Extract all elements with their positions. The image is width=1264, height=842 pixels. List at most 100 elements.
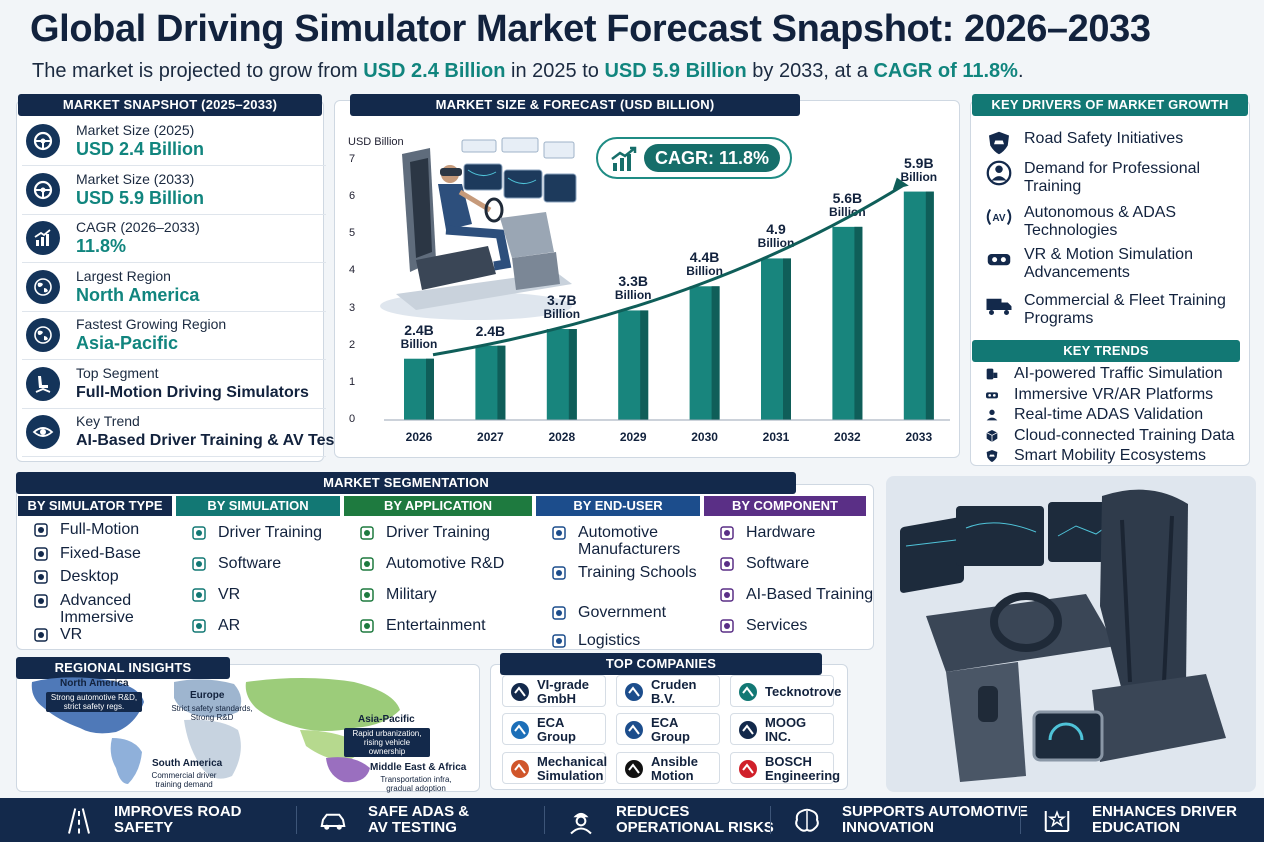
market-snapshot-header: MARKET SNAPSHOT (2025–2033) bbox=[18, 94, 322, 116]
data-label: 5.6B Billion bbox=[812, 191, 882, 219]
company-card: Mechanical Simulation bbox=[502, 752, 607, 784]
footer-benefit-line2: OPERATIONAL RISKS bbox=[616, 819, 774, 836]
data-label-unit: Billion bbox=[900, 169, 938, 184]
seg-dot-icon bbox=[360, 619, 374, 633]
company-name: Ansible Motion bbox=[651, 754, 698, 783]
seg-dot-icon bbox=[192, 557, 206, 571]
seg-dot-icon bbox=[34, 627, 48, 642]
snapshot-label: CAGR (2026–2033) bbox=[76, 219, 200, 235]
snapshot-icon-badge bbox=[26, 318, 60, 352]
company-card: Cruden B.V. bbox=[616, 675, 720, 707]
truck-icon bbox=[986, 298, 1012, 315]
region-note: Transportation infra, gradual adoption bbox=[380, 775, 452, 793]
svg-text:AV: AV bbox=[992, 213, 1005, 224]
segment-item: Automotive R&D bbox=[358, 555, 530, 573]
data-label-unit: Billion bbox=[543, 307, 581, 321]
segment-item-label: Services bbox=[746, 617, 808, 634]
data-label-unit: Billion bbox=[829, 204, 866, 219]
segment-item-label: Training Schools bbox=[578, 564, 697, 581]
segment-item: Full-Motion bbox=[32, 521, 170, 539]
growth-trend-arrow bbox=[432, 184, 904, 357]
region-name: Europe bbox=[190, 690, 225, 701]
region-note: Rapid urbanization, rising vehicle owner… bbox=[344, 728, 430, 757]
vr-icon bbox=[986, 391, 998, 398]
company-logo-icon bbox=[739, 721, 757, 739]
x-tick-label: 2031 bbox=[762, 430, 790, 444]
trend-item: Immersive VR/AR Platforms bbox=[980, 386, 1240, 404]
company-name: Tecknotrove bbox=[765, 684, 842, 699]
drivers-header: KEY DRIVERS OF MARKET GROWTH bbox=[972, 94, 1248, 116]
trend-item: AI-powered Traffic Simulation bbox=[980, 365, 1240, 383]
steering-wheel-icon bbox=[33, 131, 53, 151]
seg-dot-icon bbox=[360, 557, 374, 571]
company-card: Ansible Motion bbox=[616, 752, 720, 784]
footer-benefit-item: IMPROVES ROAD SAFETY bbox=[64, 804, 264, 838]
segment-item: Driver Training bbox=[190, 524, 338, 542]
footer-benefit-line1: SAFE ADAS & bbox=[368, 803, 470, 820]
company-logo-icon bbox=[511, 721, 529, 739]
cagr-value: CAGR: 11.8% bbox=[644, 144, 780, 172]
data-label: 4.4B Billion bbox=[670, 250, 740, 278]
snapshot-icon-badge bbox=[26, 366, 60, 401]
cagr-badge: CAGR: 11.8% bbox=[596, 137, 792, 179]
traffic-icon bbox=[986, 368, 998, 380]
bar-shade bbox=[426, 358, 434, 420]
bar-shade bbox=[497, 345, 506, 420]
segment-item-label: Software bbox=[746, 555, 810, 572]
growth-trend-arrowhead bbox=[892, 177, 909, 190]
growth-arrow-icon bbox=[611, 146, 637, 171]
footer-benefit-line2: AV TESTING bbox=[368, 819, 457, 836]
steering-wheel-icon bbox=[33, 180, 53, 199]
segment-item: Hardware bbox=[718, 524, 864, 542]
cube-icon bbox=[986, 429, 998, 442]
trend-label: Cloud-connected Training Data bbox=[1014, 426, 1235, 444]
bar-group bbox=[404, 358, 434, 420]
company-name: BOSCH Engineering bbox=[765, 754, 841, 783]
seg-dot-icon bbox=[34, 546, 48, 561]
segment-column-header: BY COMPONENT bbox=[704, 496, 866, 516]
market-snapshot-panel bbox=[16, 100, 324, 462]
segment-item: Desktop bbox=[32, 568, 170, 586]
vr-headset-icon bbox=[987, 254, 1011, 266]
data-label-value: 4.4B bbox=[689, 249, 720, 266]
snapshot-item: CAGR (2026–2033) 11.8% bbox=[22, 215, 326, 263]
company-card: MOOG INC. bbox=[730, 713, 834, 745]
segment-item-label: VR bbox=[60, 625, 83, 643]
globe-icon bbox=[34, 277, 52, 296]
driver-label: Demand for Professional Training bbox=[1024, 160, 1201, 195]
company-logo-icon bbox=[625, 721, 643, 739]
chart-header: MARKET SIZE & FORECAST (USD BILLION) bbox=[350, 94, 800, 116]
seg-dot-icon bbox=[192, 526, 206, 540]
x-tick-label: 2028 bbox=[548, 430, 576, 444]
footer-benefit-label: IMPROVES ROAD SAFETY bbox=[114, 804, 242, 836]
data-label: 5.9B Billion bbox=[884, 156, 954, 184]
footer-benefit-label: SAFE ADAS & AV TESTING bbox=[368, 804, 469, 836]
bar-group bbox=[689, 286, 720, 420]
data-label-unit: Billion bbox=[614, 288, 652, 303]
shield-icon bbox=[986, 450, 998, 462]
data-label-value: 3.7B bbox=[547, 292, 577, 308]
segment-item: Fixed-Base bbox=[32, 545, 170, 563]
trend-label: Immersive VR/AR Platforms bbox=[1014, 385, 1214, 403]
company-logo-icon bbox=[625, 760, 643, 778]
segment-item: Software bbox=[718, 555, 864, 573]
y-tick-label: 4 bbox=[349, 264, 356, 277]
footer-benefit-item: SAFE ADAS & AV TESTING bbox=[318, 804, 518, 838]
footer-divider bbox=[1020, 806, 1021, 834]
region-note: Strict safety standards, Strong R&D bbox=[171, 704, 253, 722]
snapshot-icon-badge bbox=[26, 415, 60, 449]
segment-item-label: Advanced Immersive bbox=[60, 591, 134, 626]
data-label-unit: Billion bbox=[757, 236, 795, 251]
segment-item-label: Government bbox=[578, 604, 667, 621]
snapshot-label: Key Trend bbox=[76, 413, 140, 429]
trend-item: Smart Mobility Ecosystems bbox=[980, 447, 1240, 465]
segment-item: VR bbox=[32, 626, 170, 644]
worker-icon bbox=[570, 812, 592, 835]
snapshot-label: Largest Region bbox=[76, 267, 171, 284]
footer-benefit-line1: IMPROVES ROAD bbox=[114, 803, 242, 820]
x-tick-label: 2027 bbox=[477, 430, 504, 444]
road-icon bbox=[68, 808, 90, 834]
snapshot-value: Asia-Pacific bbox=[76, 333, 179, 353]
driver-label: VR & Motion Simulation Advancements bbox=[1024, 246, 1193, 281]
region-name: Middle East & Africa bbox=[370, 762, 467, 773]
